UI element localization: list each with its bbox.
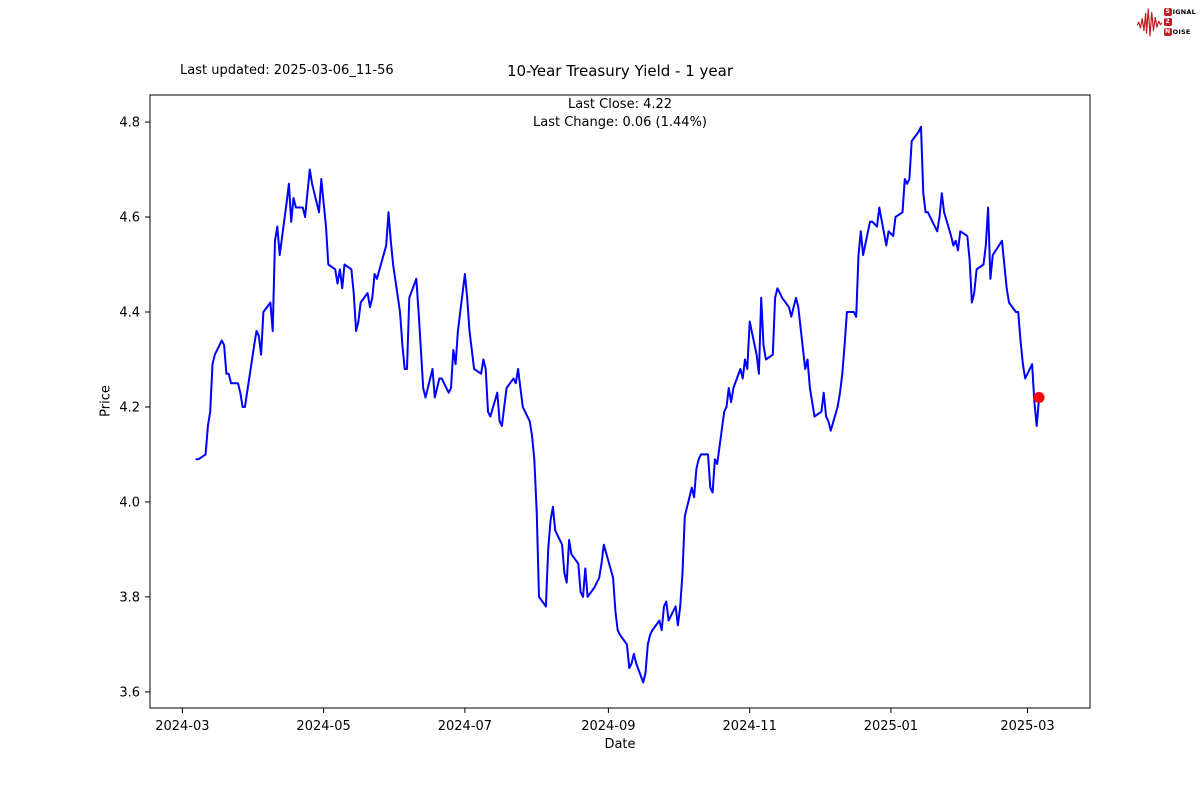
y-tick-label: 4.2: [119, 401, 140, 416]
chart-title: 10-Year Treasury Yield - 1 year: [506, 62, 734, 80]
last-updated-label: Last updated: 2025-03-06_11-56: [180, 63, 394, 78]
logo-word-noise: OISE: [1172, 28, 1191, 36]
chart-subtitle-last-change: Last Change: 0.06 (1.44%): [532, 115, 707, 130]
y-tick-label: 4.6: [119, 211, 140, 226]
x-tick-label: 2024-07: [438, 719, 492, 734]
logo-letter-badge-s: S: [1163, 8, 1172, 16]
y-tick-label: 3.6: [119, 685, 140, 700]
price-line: [195, 125, 1041, 684]
logo-letter-badge-n: N: [1163, 28, 1172, 36]
waveform-icon: [1136, 8, 1163, 37]
chart-subtitle-last-close: Last Close: 4.22: [567, 97, 673, 112]
logo-word-signal: IGNAL: [1172, 8, 1196, 16]
x-tick-label: 2024-09: [581, 719, 635, 734]
logo-text: S IGNAL 2 N OISE: [1163, 8, 1196, 37]
signal-2-noise-logo: S IGNAL 2 N OISE: [1136, 3, 1196, 41]
x-tick-label: 2025-01: [864, 719, 918, 734]
x-axis-title: Date: [604, 737, 636, 752]
x-tick-label: 2025-03: [1000, 719, 1054, 734]
x-tick-label: 2024-03: [155, 719, 209, 734]
logo-letter-badge-2: 2: [1163, 18, 1172, 26]
y-tick-label: 4.4: [119, 306, 140, 321]
x-tick-label: 2024-05: [296, 719, 350, 734]
last-price-dot: [1033, 392, 1045, 403]
y-tick-label: 4.8: [119, 116, 140, 131]
y-tick-label: 4.0: [119, 495, 140, 510]
y-tick-label: 3.8: [119, 590, 140, 605]
plot-frame: [149, 94, 1091, 709]
x-tick-label: 2024-11: [723, 719, 777, 734]
